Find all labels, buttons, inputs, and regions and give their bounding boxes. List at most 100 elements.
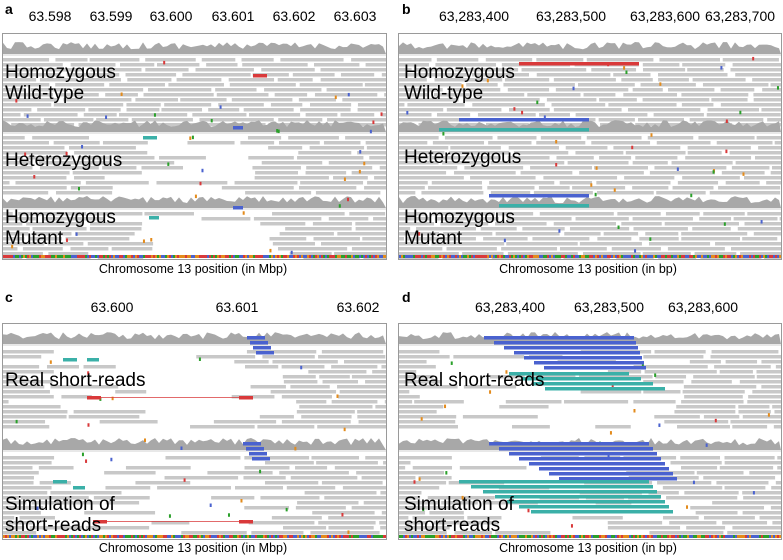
reference-base xyxy=(705,535,707,538)
genotype-label: Homozygous Mutant xyxy=(5,207,116,249)
reference-base xyxy=(121,255,123,258)
reference-base xyxy=(205,535,207,538)
read xyxy=(444,136,493,140)
read xyxy=(742,491,781,495)
read xyxy=(3,141,49,145)
read xyxy=(442,161,486,165)
read xyxy=(762,88,781,92)
reference-base xyxy=(721,255,723,258)
read xyxy=(682,176,740,180)
reference-base xyxy=(417,535,419,538)
read xyxy=(299,405,373,409)
read xyxy=(278,247,348,251)
read xyxy=(470,176,536,180)
read xyxy=(240,141,275,145)
read xyxy=(312,511,375,515)
read xyxy=(313,237,360,241)
read xyxy=(680,466,718,470)
read xyxy=(399,390,410,394)
reference-base xyxy=(35,255,37,258)
reference-base xyxy=(287,255,289,258)
reference-base xyxy=(31,255,33,258)
read-highlight xyxy=(489,194,589,198)
mismatch xyxy=(142,239,145,243)
read xyxy=(22,247,63,251)
mismatch xyxy=(372,120,375,124)
read xyxy=(642,68,686,72)
reference-base xyxy=(191,535,193,538)
mismatch xyxy=(641,363,644,367)
read xyxy=(399,98,459,102)
alignment-view[interactable] xyxy=(398,33,782,260)
reference-base xyxy=(267,535,269,538)
reference-base xyxy=(357,535,359,538)
reference-base xyxy=(385,255,386,258)
read xyxy=(88,108,121,112)
mismatch xyxy=(120,92,123,96)
read-highlight xyxy=(252,457,270,461)
read xyxy=(504,78,550,82)
read xyxy=(272,360,338,364)
reference-base xyxy=(53,535,55,538)
reference-base xyxy=(613,535,615,538)
reference-base xyxy=(587,255,589,258)
reference-base xyxy=(769,535,771,538)
reference-base xyxy=(381,535,383,538)
read xyxy=(436,58,479,62)
read xyxy=(143,93,214,97)
read xyxy=(381,365,386,369)
alignment-view[interactable] xyxy=(2,33,387,260)
reference-base xyxy=(733,255,735,258)
reference-base xyxy=(293,255,295,258)
read xyxy=(381,73,386,77)
reference-base xyxy=(345,535,347,538)
read xyxy=(3,395,54,399)
reference-base xyxy=(711,535,713,538)
mismatch xyxy=(418,232,421,236)
reference-base xyxy=(773,535,775,538)
mismatch xyxy=(570,524,573,528)
read xyxy=(775,481,781,485)
mismatch xyxy=(87,371,90,375)
reference-base xyxy=(55,255,57,258)
read-highlight xyxy=(239,396,253,400)
read-highlight xyxy=(73,486,85,490)
read xyxy=(399,491,422,495)
read xyxy=(648,242,711,246)
reference-base xyxy=(89,535,91,538)
read xyxy=(3,73,61,77)
read xyxy=(3,390,50,394)
read xyxy=(201,58,236,62)
read xyxy=(771,486,781,490)
read xyxy=(399,83,462,87)
read xyxy=(540,136,582,140)
reference-base xyxy=(517,535,519,538)
read xyxy=(380,113,386,117)
reference-base xyxy=(403,255,405,258)
reference-base xyxy=(761,255,763,258)
reference-base xyxy=(429,535,431,538)
mismatch xyxy=(369,129,372,134)
read-highlight xyxy=(87,396,101,400)
read xyxy=(73,88,144,92)
reference-base xyxy=(341,535,343,538)
read xyxy=(3,63,63,67)
reference-base xyxy=(247,255,249,258)
reference-base xyxy=(61,535,63,538)
read xyxy=(306,166,373,170)
read xyxy=(532,237,590,241)
reference-base xyxy=(113,535,115,538)
alignment-view[interactable] xyxy=(398,323,782,540)
read xyxy=(374,176,386,180)
alignment-view[interactable] xyxy=(2,323,387,540)
read xyxy=(407,103,465,107)
read-highlight xyxy=(233,206,243,210)
read xyxy=(503,83,575,87)
mismatch xyxy=(752,56,755,61)
reference-base xyxy=(673,535,675,538)
axis-ticks: 63,283,400 63,283,500 63,283,600 xyxy=(395,299,783,329)
read xyxy=(3,136,25,140)
read xyxy=(572,516,623,520)
read xyxy=(331,365,378,369)
reference-base xyxy=(623,255,625,258)
